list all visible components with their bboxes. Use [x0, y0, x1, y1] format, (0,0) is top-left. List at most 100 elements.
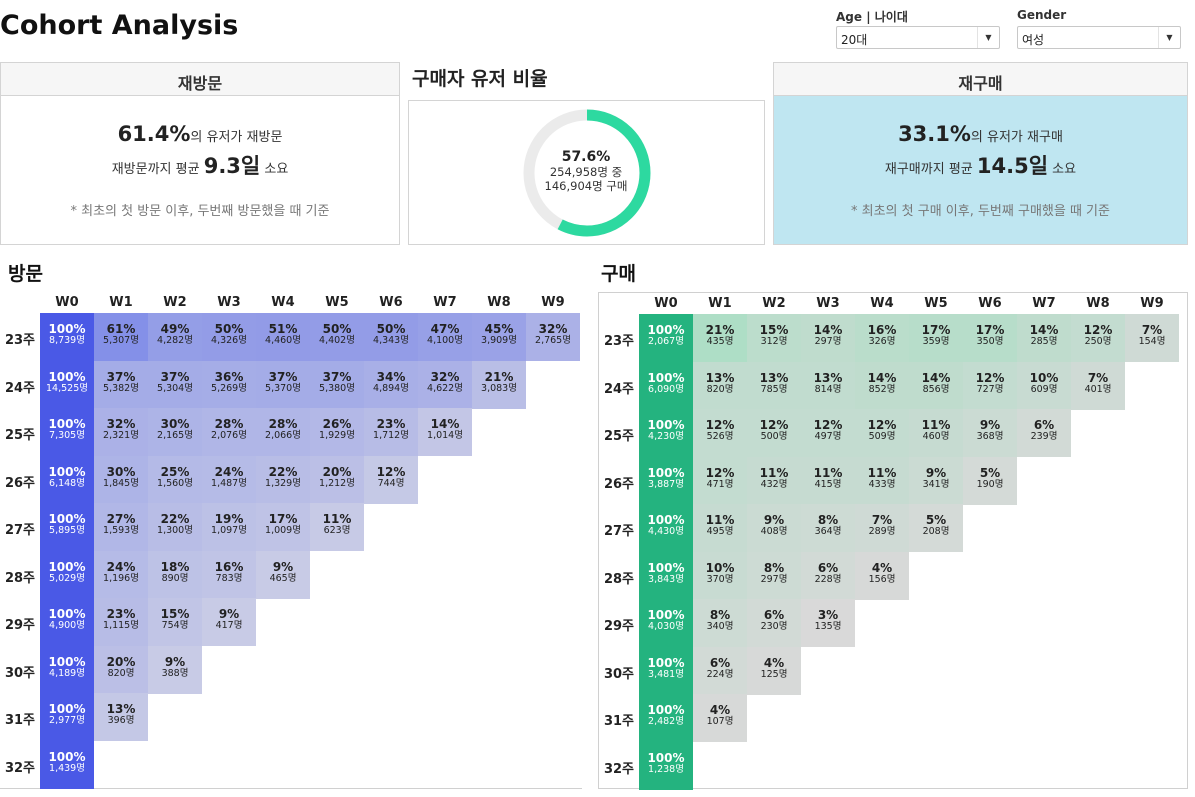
revisit-kpi-line1-text: 의 유저가 재방문 — [190, 130, 283, 145]
cohort-cell-count: 370명 — [706, 573, 734, 585]
age-select-value: 20대 — [841, 33, 868, 47]
cohort-cell-count: 4,230명 — [648, 431, 684, 442]
cohort-cell: 37% 5,380명 — [310, 360, 364, 409]
cohort-cell: 47% 4,100명 — [418, 313, 472, 361]
cohort-cell-count: 1,196명 — [103, 572, 139, 584]
cohort-cell: 12% 509명 — [855, 409, 909, 457]
cohort-cell-count: 107명 — [706, 716, 734, 727]
cohort-cell: 32% 4,622명 — [418, 360, 472, 409]
column-header-w8: W8 — [487, 295, 511, 310]
cohort-cell-count: 820명 — [706, 383, 734, 395]
column-header-w3: W3 — [816, 296, 840, 311]
cohort-cell: 100% 4,230명 — [639, 409, 693, 457]
cohort-cell-pct: 6% — [817, 560, 839, 575]
cohort-cell-count: 1,097명 — [211, 525, 247, 536]
cohort-cell-pct: 6% — [763, 608, 785, 622]
cohort-cell-pct: 12% — [867, 418, 897, 432]
cohort-cell: 22% 1,300명 — [148, 503, 202, 551]
cohort-cell: 100% 3,481명 — [639, 646, 693, 695]
cohort-cell-count: 4,189명 — [49, 667, 85, 679]
cohort-cell-count: 1,300명 — [157, 525, 193, 536]
cohort-cell: 24% 1,487명 — [202, 455, 256, 504]
cohort-cell-pct: 17% — [268, 512, 298, 526]
cohort-cell-count: 224명 — [706, 668, 734, 680]
cohort-cell: 100% 8,739명 — [40, 313, 94, 361]
cohort-cell-pct: 7% — [1141, 323, 1163, 337]
cohort-cell-pct: 8% — [709, 608, 731, 622]
cohort-cell: 15% 754명 — [148, 598, 202, 646]
cohort-cell-count: 2,765명 — [535, 335, 571, 346]
cohort-cell: 18% 890명 — [148, 550, 202, 599]
cohort-cell-count: 1,593명 — [103, 525, 139, 536]
cohort-cell-pct: 13% — [759, 370, 789, 385]
chevron-down-icon[interactable]: ▼ — [977, 27, 999, 48]
cohort-cell-pct: 21% — [484, 369, 514, 384]
cohort-cell: 6% 239명 — [1017, 409, 1071, 457]
cohort-cell-count: 471명 — [706, 478, 734, 490]
cohort-cell-count: 4,030명 — [648, 621, 684, 632]
cohort-cell-count: 312명 — [760, 336, 788, 347]
cohort-cell: 6% 228명 — [801, 551, 855, 600]
cohort-cell-pct: 8% — [817, 513, 839, 527]
cohort-cell-pct: 100% — [48, 322, 86, 336]
buyer-ratio-donut — [523, 109, 651, 237]
column-header-w9: W9 — [541, 295, 565, 310]
cohort-cell: 12% 500명 — [747, 409, 801, 457]
cohort-cell: 14% 856명 — [909, 361, 963, 410]
cohort-cell-count: 8,739명 — [49, 335, 85, 346]
cohort-cell-pct: 13% — [106, 702, 136, 716]
cohort-cell-pct: 16% — [867, 323, 897, 337]
cohort-cell-count: 340명 — [706, 621, 734, 632]
revisit-kpi-line2-suffix: 소요 — [260, 162, 289, 177]
cohort-cell-pct: 20% — [322, 464, 352, 479]
cohort-cell-pct: 47% — [430, 322, 460, 336]
cohort-cell: 12% 497명 — [801, 409, 855, 457]
cohort-cell-count: 609명 — [1030, 383, 1058, 395]
age-select[interactable]: 20대 ▼ — [836, 26, 1000, 49]
repurchase-kpi-note: * 최초의 첫 구매 이후, 두번째 구매했을 때 기준 — [851, 204, 1110, 219]
cohort-cell-count: 890명 — [161, 572, 189, 584]
cohort-cell-pct: 100% — [647, 418, 685, 432]
cohort-cell: 21% 3,083명 — [472, 360, 526, 409]
cohort-cell-count: 230명 — [760, 621, 788, 632]
cohort-cell: 11% 432명 — [747, 456, 801, 505]
cohort-cell-count: 154명 — [1138, 336, 1166, 347]
visit-cohort-title: 방문 — [8, 263, 43, 285]
cohort-cell: 14% 285명 — [1017, 314, 1071, 362]
cohort-cell-pct: 9% — [218, 607, 240, 621]
cohort-cell-pct: 7% — [871, 513, 893, 527]
cohort-cell: 23% 1,712명 — [364, 408, 418, 456]
cohort-cell: 100% 3,843명 — [639, 551, 693, 600]
cohort-cell-pct: 100% — [647, 513, 685, 527]
cohort-cell-count: 1,238명 — [648, 763, 684, 775]
cohort-cell: 4% 125명 — [747, 646, 801, 695]
cohort-cell-count: 326명 — [868, 336, 896, 347]
cohort-cell-pct: 45% — [484, 322, 514, 336]
cohort-cell: 13% 820명 — [693, 361, 747, 410]
cohort-cell-count: 5,304명 — [157, 382, 193, 394]
cohort-cell-count: 417명 — [215, 620, 243, 631]
column-header-w5: W5 — [924, 296, 948, 311]
cohort-cell-count: 785명 — [760, 383, 788, 395]
cohort-cell-count: 852명 — [868, 383, 896, 395]
cohort-cell-count: 856명 — [922, 383, 950, 395]
gender-select[interactable]: 여성 ▼ — [1017, 26, 1181, 49]
cohort-cell-pct: 100% — [647, 560, 685, 575]
cohort-cell-count: 4,622명 — [427, 382, 463, 394]
cohort-cell-count: 497명 — [814, 431, 842, 442]
cohort-cell-pct: 30% — [160, 417, 190, 431]
cohort-cell-pct: 11% — [921, 418, 951, 432]
cohort-cell: 100% 4,189명 — [40, 645, 94, 694]
cohort-cell: 17% 1,009명 — [256, 503, 310, 551]
cohort-cell: 12% 727명 — [963, 361, 1017, 410]
chevron-down-icon[interactable]: ▼ — [1158, 27, 1180, 48]
cohort-cell: 22% 1,329명 — [256, 455, 310, 504]
cohort-cell-pct: 8% — [763, 560, 785, 575]
cohort-cell: 23% 1,115명 — [94, 598, 148, 646]
cohort-cell: 20% 820명 — [94, 645, 148, 694]
repurchase-kpi-title: 재구매 — [774, 63, 1187, 96]
cohort-cell-pct: 9% — [164, 654, 186, 669]
cohort-cell-pct: 100% — [48, 464, 86, 479]
cohort-cell: 9% 368명 — [963, 409, 1017, 457]
cohort-cell-count: 415명 — [814, 478, 842, 490]
